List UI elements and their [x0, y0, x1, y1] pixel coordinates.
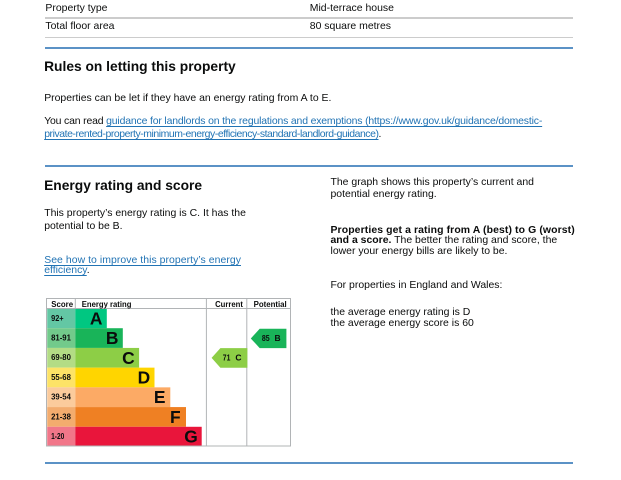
svg-text:B: B — [275, 333, 281, 343]
svg-text:81-91: 81-91 — [51, 333, 71, 343]
svg-text:C: C — [122, 348, 135, 368]
svg-text:E: E — [154, 387, 166, 407]
svg-text:A: A — [90, 308, 103, 328]
svg-text:85: 85 — [262, 333, 270, 343]
svg-text:C: C — [235, 353, 241, 363]
svg-text:B: B — [106, 328, 119, 348]
svg-text:39-54: 39-54 — [51, 392, 71, 402]
svg-text:F: F — [170, 407, 181, 427]
svg-text:71: 71 — [223, 353, 231, 363]
svg-text:21-38: 21-38 — [51, 411, 71, 421]
svg-text:Current: Current — [215, 299, 243, 309]
svg-text:55-68: 55-68 — [51, 372, 71, 382]
svg-text:D: D — [138, 367, 151, 387]
svg-text:69-80: 69-80 — [51, 352, 71, 362]
svg-text:1-20: 1-20 — [51, 431, 64, 441]
svg-text:G: G — [184, 427, 198, 447]
svg-text:Energy rating: Energy rating — [82, 299, 132, 309]
svg-text:Potential: Potential — [254, 299, 287, 309]
svg-text:Score: Score — [51, 299, 73, 309]
svg-text:92+: 92+ — [51, 313, 64, 323]
